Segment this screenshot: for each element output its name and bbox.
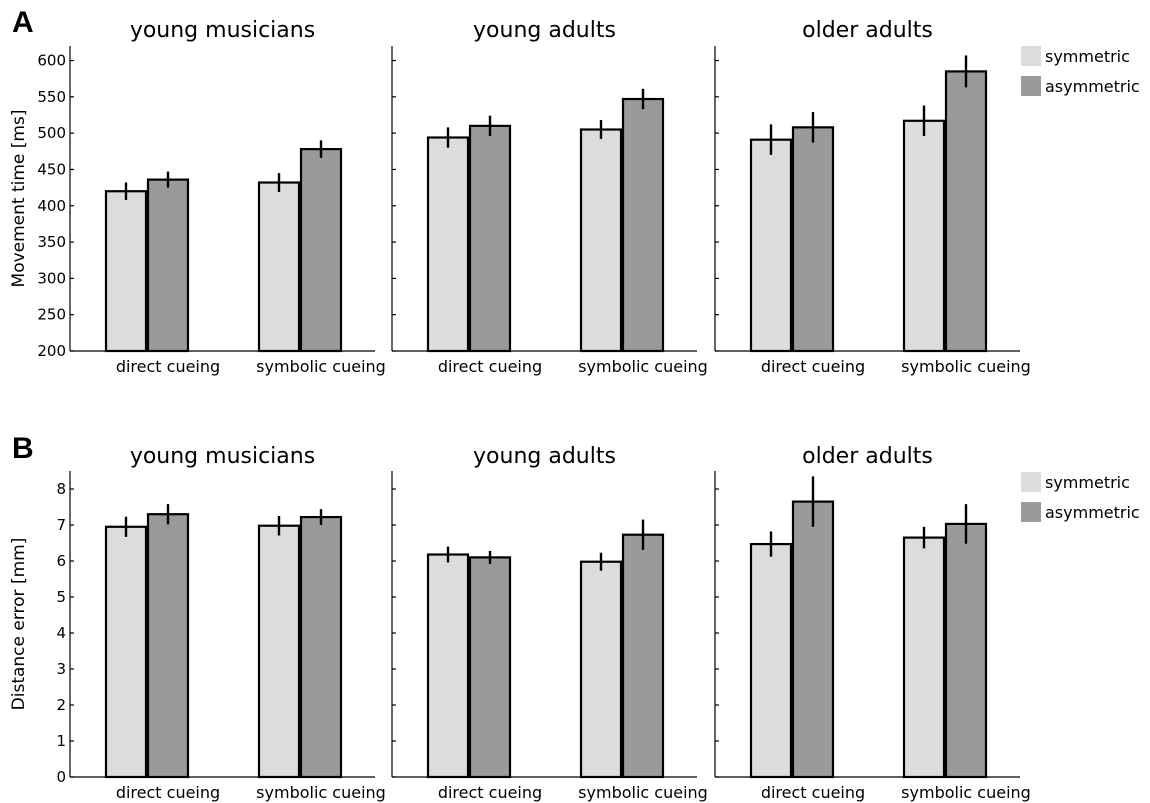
y-tick-label: 550 xyxy=(37,88,66,106)
y-tick-label: 0 xyxy=(56,768,66,786)
x-category-label: direct cueing xyxy=(116,357,220,376)
legend-swatch xyxy=(1021,46,1041,66)
y-tick-label: 1 xyxy=(56,732,66,750)
bar-symmetric-direct xyxy=(749,542,793,779)
bar-asymmetric-direct xyxy=(146,178,190,353)
bar-asymmetric-symbolic xyxy=(621,97,665,353)
subplot-title: young musicians xyxy=(130,444,315,469)
bar-symmetric-symbolic xyxy=(902,536,946,779)
bar-symmetric-direct xyxy=(104,525,148,779)
legend-swatch xyxy=(1021,502,1041,522)
x-category-label: symbolic cueing xyxy=(578,357,708,376)
x-category-label: direct cueing xyxy=(761,783,865,802)
bar-symmetric-symbolic xyxy=(579,128,623,353)
panel-letter: B xyxy=(12,432,34,465)
bar-symmetric-symbolic xyxy=(902,119,946,353)
legend-swatch xyxy=(1021,472,1041,492)
subplot-title: older adults xyxy=(802,18,933,43)
y-tick-label: 2 xyxy=(56,696,66,714)
legend-label: asymmetric xyxy=(1045,503,1140,522)
y-tick-label: 7 xyxy=(56,516,66,534)
bar-asymmetric-symbolic xyxy=(621,533,665,779)
bar-asymmetric-symbolic xyxy=(944,70,988,353)
y-tick-label: 250 xyxy=(37,306,66,324)
y-tick-label: 200 xyxy=(37,342,66,360)
y-tick-label: 6 xyxy=(56,552,66,570)
y-tick-label: 400 xyxy=(37,197,66,215)
subplot-title: young adults xyxy=(473,444,616,469)
x-category-label: direct cueing xyxy=(438,783,542,802)
subplot-title: young musicians xyxy=(130,18,315,43)
subplot-title: young adults xyxy=(473,18,616,43)
bar-asymmetric-direct xyxy=(146,513,190,779)
x-category-label: symbolic cueing xyxy=(578,783,708,802)
bar-asymmetric-symbolic xyxy=(299,148,343,353)
legend-label: symmetric xyxy=(1045,47,1130,66)
legend-label: symmetric xyxy=(1045,473,1130,492)
y-tick-label: 500 xyxy=(37,124,66,142)
y-tick-label: 3 xyxy=(56,660,66,678)
x-category-label: symbolic cueing xyxy=(901,783,1031,802)
x-category-label: direct cueing xyxy=(116,783,220,802)
bar-symmetric-direct xyxy=(104,190,148,353)
bar-asymmetric-direct xyxy=(791,126,835,353)
bar-symmetric-direct xyxy=(426,136,470,353)
x-category-label: symbolic cueing xyxy=(901,357,1031,376)
bar-symmetric-direct xyxy=(749,138,793,353)
bar-asymmetric-symbolic xyxy=(299,515,343,779)
legend-label: asymmetric xyxy=(1045,77,1140,96)
bar-asymmetric-direct xyxy=(791,500,835,779)
x-category-label: direct cueing xyxy=(438,357,542,376)
bar-symmetric-direct xyxy=(426,553,470,779)
y-tick-label: 350 xyxy=(37,233,66,251)
y-tick-label: 8 xyxy=(56,480,66,498)
x-category-label: symbolic cueing xyxy=(256,357,386,376)
bar-symmetric-symbolic xyxy=(257,181,301,353)
y-tick-label: 4 xyxy=(56,624,66,642)
y-tick-label: 5 xyxy=(56,588,66,606)
bar-symmetric-symbolic xyxy=(257,524,301,779)
x-category-label: direct cueing xyxy=(761,357,865,376)
bar-asymmetric-direct xyxy=(468,556,512,779)
x-category-label: symbolic cueing xyxy=(256,783,386,802)
bar-asymmetric-direct xyxy=(468,124,512,353)
y-tick-label: 600 xyxy=(37,52,66,70)
bar-symmetric-symbolic xyxy=(579,560,623,779)
subplot-title: older adults xyxy=(802,444,933,469)
legend-swatch xyxy=(1021,76,1041,96)
y-tick-label: 300 xyxy=(37,269,66,287)
y-tick-label: 450 xyxy=(37,160,66,178)
panel-letter: A xyxy=(12,6,34,39)
y-axis-label: Distance error [mm] xyxy=(9,538,29,711)
y-axis-label: Movement time [ms] xyxy=(9,110,29,288)
bar-asymmetric-symbolic xyxy=(944,522,988,779)
